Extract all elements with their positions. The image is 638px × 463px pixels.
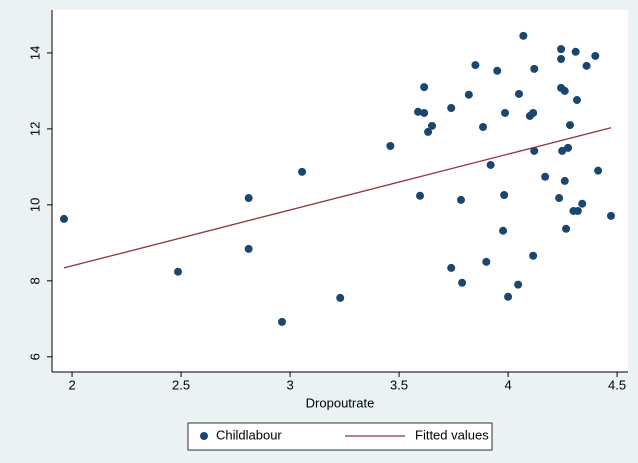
point	[519, 31, 528, 40]
point	[562, 224, 571, 233]
point	[530, 64, 539, 73]
point	[464, 90, 473, 99]
point	[557, 55, 566, 64]
point	[298, 167, 307, 176]
point	[591, 51, 600, 60]
point	[564, 143, 573, 152]
point	[566, 121, 575, 130]
x-tick-label: 3.5	[390, 377, 408, 392]
point	[504, 292, 513, 301]
y-tick-label: 12	[27, 122, 42, 136]
point	[479, 122, 488, 131]
point	[244, 244, 253, 253]
point	[573, 206, 582, 215]
point	[594, 166, 603, 175]
point	[501, 108, 510, 117]
point	[416, 191, 425, 200]
point	[499, 226, 508, 235]
point	[529, 251, 538, 260]
point	[493, 66, 502, 75]
y-tick-label: 6	[27, 353, 42, 360]
x-tick-label: 2.5	[172, 377, 190, 392]
point	[500, 190, 509, 199]
point	[514, 280, 523, 289]
x-tick-label: 4.5	[608, 377, 626, 392]
legend	[187, 422, 493, 451]
point	[486, 160, 495, 169]
point	[428, 121, 437, 130]
x-tick-label: 3	[286, 377, 293, 392]
point	[278, 317, 287, 326]
point	[606, 211, 615, 220]
point	[541, 172, 550, 181]
point	[555, 194, 564, 203]
point	[458, 278, 467, 287]
x-tick-label: 2	[68, 377, 75, 392]
point	[571, 47, 580, 56]
legend-label: Fitted values	[415, 427, 489, 442]
point	[560, 86, 569, 95]
x-tick-label: 4	[504, 377, 511, 392]
point	[530, 146, 539, 155]
point	[424, 127, 433, 136]
point	[414, 107, 423, 116]
point	[174, 267, 183, 276]
y-tick-label: 8	[27, 277, 42, 284]
point	[578, 199, 587, 208]
point	[447, 104, 456, 113]
point	[582, 61, 591, 70]
plot-area	[52, 10, 628, 372]
point	[560, 176, 569, 185]
point	[386, 141, 395, 150]
y-tick-label: 14	[27, 46, 42, 60]
x-axis-title: Dropoutrate	[306, 395, 375, 410]
point	[447, 263, 456, 272]
point	[514, 89, 523, 98]
point	[456, 195, 465, 204]
point	[471, 61, 480, 70]
point	[572, 96, 581, 105]
legend-label: Childlabour	[216, 427, 282, 442]
point	[558, 146, 567, 155]
point	[59, 214, 68, 223]
point	[244, 194, 253, 203]
point	[529, 108, 538, 117]
y-tick-label: 10	[27, 198, 42, 212]
legend-marker	[200, 432, 208, 440]
point	[336, 293, 345, 302]
point	[420, 83, 429, 92]
point	[482, 257, 491, 266]
fitted-line	[63, 127, 612, 269]
point	[557, 45, 566, 54]
point	[420, 108, 429, 117]
